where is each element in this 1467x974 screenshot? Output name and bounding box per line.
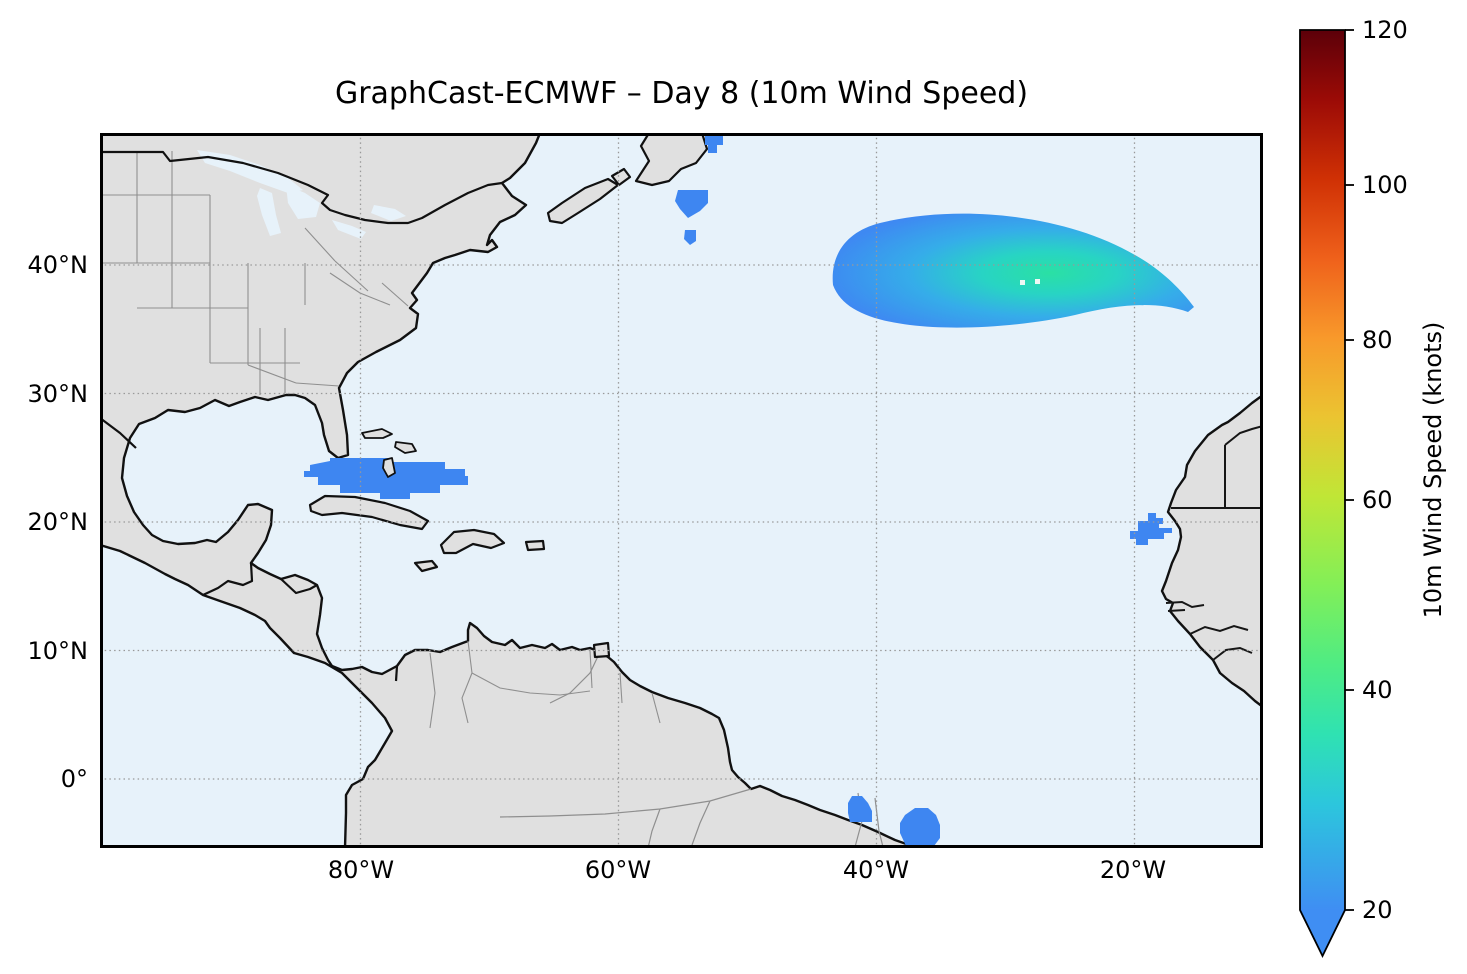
wind-patch-newfoundland-a	[705, 133, 723, 153]
map-canvas	[100, 133, 1263, 848]
grid-lines	[100, 133, 1263, 848]
wind-patch-newfoundland-c	[684, 230, 696, 245]
colorbar	[1299, 29, 1354, 959]
cuba	[308, 494, 430, 531]
xtick-20w: 20°W	[1099, 856, 1167, 884]
cbar-tick-80: 80	[1362, 326, 1393, 354]
colorbar-ticks	[1345, 29, 1354, 911]
axes-frame	[100, 133, 1263, 848]
wind-patch-newfoundland-b	[675, 190, 708, 218]
panama-colombia-border	[394, 665, 399, 682]
wind-patch-hole	[1035, 279, 1040, 284]
hispaniola	[439, 528, 506, 555]
jamaica	[413, 559, 439, 573]
africa-borders	[1165, 425, 1263, 661]
cbar-tick-120: 120	[1362, 16, 1408, 44]
wind-patch-west-africa	[1130, 513, 1172, 545]
xtick-40w: 40°W	[842, 856, 910, 884]
mexico-guatemala-border	[202, 562, 254, 596]
wind-patch-hole	[1020, 280, 1025, 285]
honduras-nicaragua-border	[280, 578, 318, 595]
wind-speed-overlay	[304, 133, 1194, 846]
us-mexico-border	[100, 417, 137, 449]
land-maritime-canada	[546, 133, 709, 225]
ytick-0: 0°	[60, 765, 88, 793]
wind-patch-brazil-a	[848, 796, 872, 822]
ytick-20n: 20°N	[27, 508, 89, 536]
wind-patch-mid-atlantic	[832, 213, 1194, 328]
land-africa	[1160, 393, 1263, 709]
colorbar-axis-label: 10m Wind Speed (knots)	[1419, 321, 1447, 619]
cape-breton	[610, 167, 632, 187]
national-borders	[100, 150, 503, 682]
cbar-tick-20: 20	[1362, 896, 1393, 924]
cbar-tick-60: 60	[1362, 486, 1393, 514]
xtick-60w: 60°W	[584, 856, 652, 884]
ytick-30n: 30°N	[27, 380, 89, 408]
ytick-40n: 40°N	[27, 251, 89, 279]
lake-michigan	[257, 188, 281, 236]
puerto-rico	[524, 539, 546, 552]
lake-ontario	[371, 205, 406, 221]
land-americas	[100, 133, 920, 848]
us-canada-border	[100, 150, 503, 225]
lake-erie	[332, 220, 366, 239]
plot-title: GraphCast-ECMWF – Day 8 (10m Wind Speed)	[334, 76, 1029, 111]
nova-scotia	[546, 177, 620, 225]
lake-huron	[286, 185, 320, 219]
state-borders	[100, 151, 661, 729]
wind-patch-brazil-b	[900, 808, 940, 846]
caribbean-islands	[308, 428, 611, 659]
cbar-tick-40: 40	[1362, 676, 1393, 704]
xtick-80w: 80°W	[327, 856, 395, 884]
trinidad	[592, 641, 611, 659]
wind-patch-florida-straits	[304, 458, 468, 499]
bahamas	[361, 428, 417, 478]
colorbar-gradient-bar	[1299, 29, 1346, 959]
cbar-tick-100: 100	[1362, 171, 1408, 199]
ytick-10n: 10°N	[27, 637, 89, 665]
newfoundland	[634, 133, 709, 187]
